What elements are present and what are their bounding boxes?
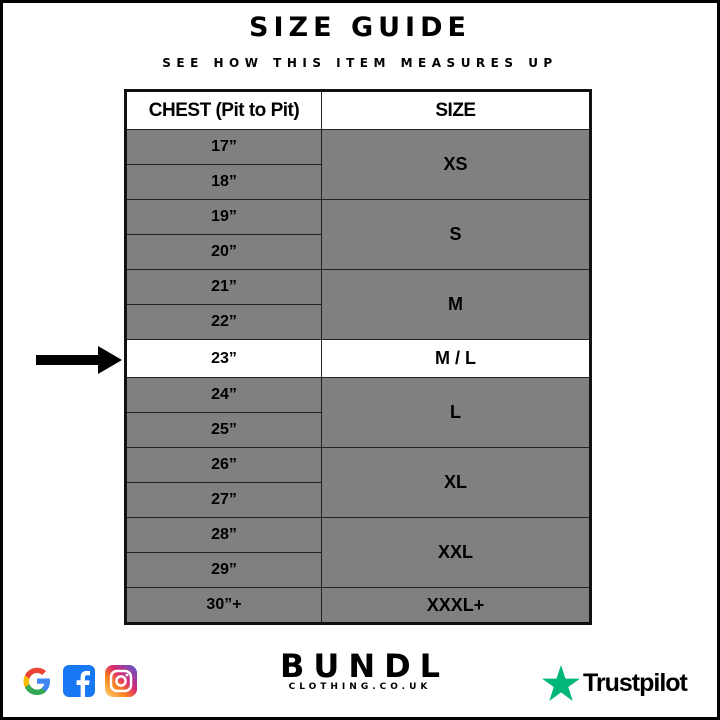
table-row: 17” XS [125, 129, 591, 200]
table-row: 27” [125, 482, 591, 518]
chest-cell: 21” [125, 269, 322, 305]
table-row: 24” L [125, 377, 591, 448]
chest-cell: 25” [125, 412, 322, 448]
table-row: 23” M / L [125, 339, 591, 378]
chest-cell: 26” [125, 447, 322, 483]
table-row: 30”+ XXXL+ [125, 587, 591, 624]
chest-cell: 20” [125, 234, 322, 270]
chest-cell: 29” [125, 552, 322, 588]
chest-cell: 23” [125, 339, 322, 378]
trustpilot-label: Trustpilot [583, 668, 688, 697]
social-icons [20, 664, 138, 698]
table-header: CHEST (Pit to Pit) SIZE [125, 90, 591, 130]
page-subtitle: SEE HOW THIS ITEM MEASURES UP [162, 56, 558, 70]
table-row: 21” M [125, 269, 591, 340]
chest-cell: 28” [125, 517, 322, 553]
table-row: 28” XXL [125, 517, 591, 588]
chest-cell: 22” [125, 304, 322, 340]
brand-name: BUNDL [279, 647, 450, 685]
size-table: CHEST (Pit to Pit) SIZE 17” XS 18” 19” S 20” 2… [124, 89, 592, 625]
table-row: 19” S [125, 199, 591, 270]
chest-cell: 27” [125, 482, 322, 518]
brand-domain: CLOTHING.CO.UK [288, 682, 432, 692]
brand-logo: BUNDL CLOTHING.CO.UK [0, 647, 720, 692]
table-row: 22” [125, 304, 591, 340]
chest-cell: 17” [125, 129, 322, 165]
trustpilot-logo[interactable]: Trustpilot [542, 665, 688, 701]
page-title: SIZE GUIDE [249, 12, 471, 43]
star-icon [542, 665, 580, 701]
chest-cell: 19” [125, 199, 322, 235]
size-cell: M [321, 269, 591, 340]
instagram-icon[interactable] [104, 664, 138, 698]
size-cell: S [321, 199, 591, 270]
size-cell: M / L [321, 339, 591, 378]
header-size: SIZE [321, 90, 591, 130]
table-row: 20” [125, 234, 591, 270]
size-cell: XXL [321, 517, 591, 588]
header-chest: CHEST (Pit to Pit) [125, 90, 322, 130]
table-row: 26” XL [125, 447, 591, 518]
arrow-right-icon [36, 346, 122, 374]
size-cell: XXXL+ [321, 587, 591, 624]
chest-cell: 24” [125, 377, 322, 413]
table-row: 25” [125, 412, 591, 448]
table-row: 29” [125, 552, 591, 588]
size-cell: L [321, 377, 591, 448]
facebook-icon[interactable] [62, 664, 96, 698]
google-icon[interactable] [20, 664, 54, 698]
chest-cell: 30”+ [125, 587, 322, 624]
size-cell: XL [321, 447, 591, 518]
size-cell: XS [321, 129, 591, 200]
chest-cell: 18” [125, 164, 322, 200]
